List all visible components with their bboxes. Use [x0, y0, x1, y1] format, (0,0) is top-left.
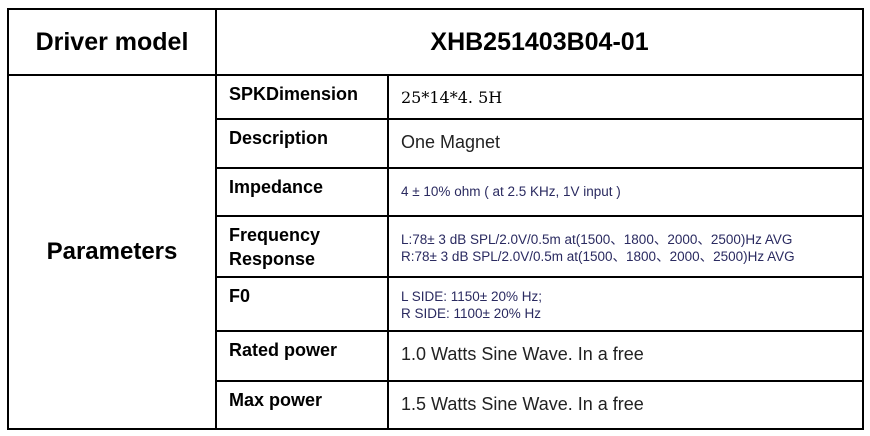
table-row: F0 L SIDE: 1150± 20% Hz; R SIDE: 1100± 20…: [8, 276, 864, 332]
row-label: F0: [215, 276, 389, 332]
table-row: Parameters SPKDimension 25*14*4. 5H: [7, 74, 864, 430]
value-line: R:78± 3 dB SPL/2.0V/0.5m at(1500、1800、20…: [401, 249, 795, 264]
table-row: Max power 1.5 Watts Sine Wave. In a free: [8, 380, 864, 430]
table-row: Impedance 4 ± 10% ohm ( at 2.5 KHz, 1V i…: [8, 167, 864, 217]
driver-model-value: XHB251403B04-01: [215, 8, 864, 76]
value-line: L SIDE: 1150± 20% Hz;: [401, 289, 542, 304]
spec-table: Driver model XHB251403B04-01 Parameters …: [7, 8, 864, 430]
row-label: SPKDimension: [215, 74, 389, 120]
row-label: Impedance: [215, 167, 389, 217]
row-label: Max power: [215, 380, 389, 430]
driver-model-label: Driver model: [7, 8, 217, 76]
row-value: L:78± 3 dB SPL/2.0V/0.5m at(1500、1800、20…: [387, 215, 864, 278]
row-value: One Magnet: [387, 118, 864, 169]
header-row: Driver model XHB251403B04-01: [7, 8, 864, 76]
parameters-label: Parameters: [7, 74, 217, 430]
table-row: Frequency Response L:78± 3 dB SPL/2.0V/0…: [8, 215, 864, 278]
table-row: Description One Magnet: [8, 118, 864, 169]
row-value: 4 ± 10% ohm ( at 2.5 KHz, 1V input ): [387, 167, 864, 217]
row-value: L SIDE: 1150± 20% Hz; R SIDE: 1100± 20% H…: [387, 276, 864, 332]
row-label: Rated power: [215, 330, 389, 382]
table-row: Rated power 1.0 Watts Sine Wave. In a fr…: [8, 330, 864, 382]
row-value: 1.0 Watts Sine Wave. In a free: [387, 330, 864, 382]
row-value: 25*14*4. 5H: [387, 74, 864, 120]
value-line: R SIDE: 1100± 20% Hz: [401, 306, 541, 321]
row-value: 1.5 Watts Sine Wave. In a free: [387, 380, 864, 430]
value-line: L:78± 3 dB SPL/2.0V/0.5m at(1500、1800、20…: [401, 232, 793, 247]
row-label: Frequency Response: [215, 215, 389, 278]
row-label: Description: [215, 118, 389, 169]
